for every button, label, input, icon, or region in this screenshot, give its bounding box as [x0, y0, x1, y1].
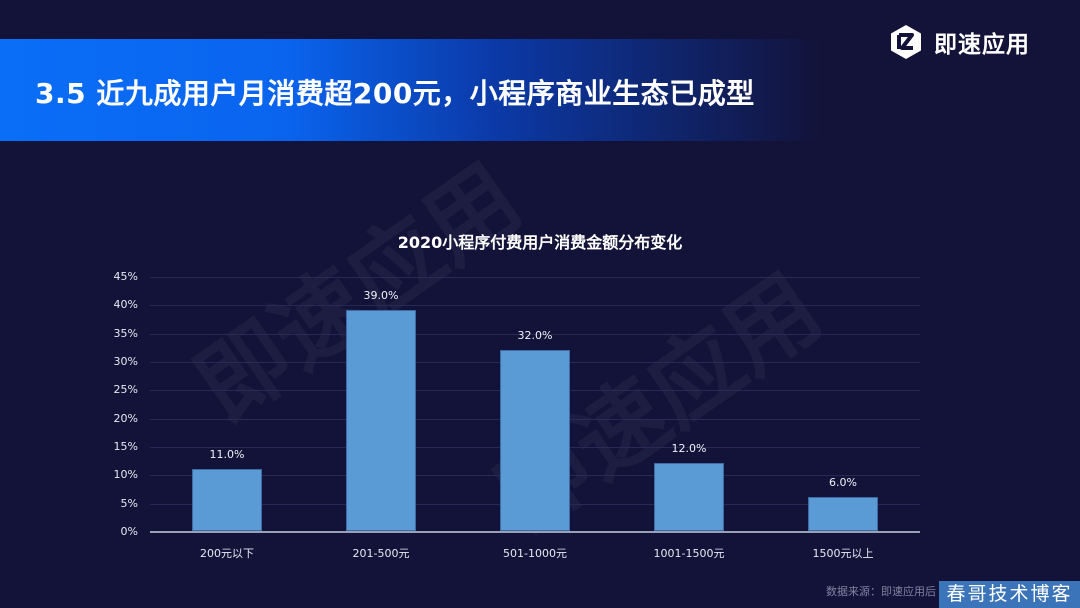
- y-tick-label: 5%: [120, 496, 138, 510]
- y-tick-label: 30%: [113, 355, 138, 368]
- bar-0: [192, 468, 262, 531]
- y-tick-label: 25%: [113, 383, 138, 397]
- hexagon-z-logo-icon: [891, 25, 921, 59]
- y-tick-label: 0%: [120, 525, 138, 538]
- bar-1: [346, 310, 416, 531]
- bar-2: [500, 349, 570, 531]
- gridline: [150, 305, 920, 307]
- y-tick-label: 20%: [113, 411, 138, 425]
- gridline: [150, 277, 920, 278]
- y-tick-label: 45%: [113, 270, 138, 283]
- gridline: [150, 333, 920, 335]
- y-tick-label: 10%: [113, 468, 138, 482]
- brand-logo: 即速应用: [888, 24, 1030, 60]
- x-axis-line: [150, 531, 920, 533]
- bar-4: [808, 497, 878, 531]
- bar-value-label: 12.0%: [671, 442, 707, 455]
- bar-3: [654, 463, 724, 531]
- x-tick-label: 200元以下: [200, 547, 254, 560]
- blog-stamp: 春哥技术博客: [939, 581, 1080, 608]
- x-tick-label: 501-1000元: [503, 547, 567, 560]
- title-banner: [0, 39, 820, 141]
- page-title: 3.5 近九成用户月消费超200元，小程序商业生态已成型: [35, 77, 755, 110]
- y-tick-label: 40%: [113, 298, 138, 312]
- x-tick-label: 201-500元: [352, 547, 410, 560]
- x-tick-label: 1001-1500元: [653, 547, 725, 560]
- brand-name: 即速应用: [934, 32, 1030, 58]
- x-tick-label: 1500元以上: [812, 547, 874, 560]
- bar-value-label: 11.0%: [209, 447, 245, 461]
- data-source: 数据来源：即速应用后: [826, 585, 936, 598]
- bar-value-label: 39.0%: [363, 289, 399, 302]
- y-tick-label: 15%: [113, 440, 138, 453]
- bar-value-label: 6.0%: [829, 476, 857, 489]
- bar-value-label: 32.0%: [517, 328, 553, 342]
- chart-title: 2020小程序付费用户消费金额分布变化: [397, 233, 683, 252]
- y-tick-label: 35%: [113, 326, 138, 340]
- plot-area: 11.0% 39.0% 32.0% 12.0% 6.0%: [150, 277, 920, 533]
